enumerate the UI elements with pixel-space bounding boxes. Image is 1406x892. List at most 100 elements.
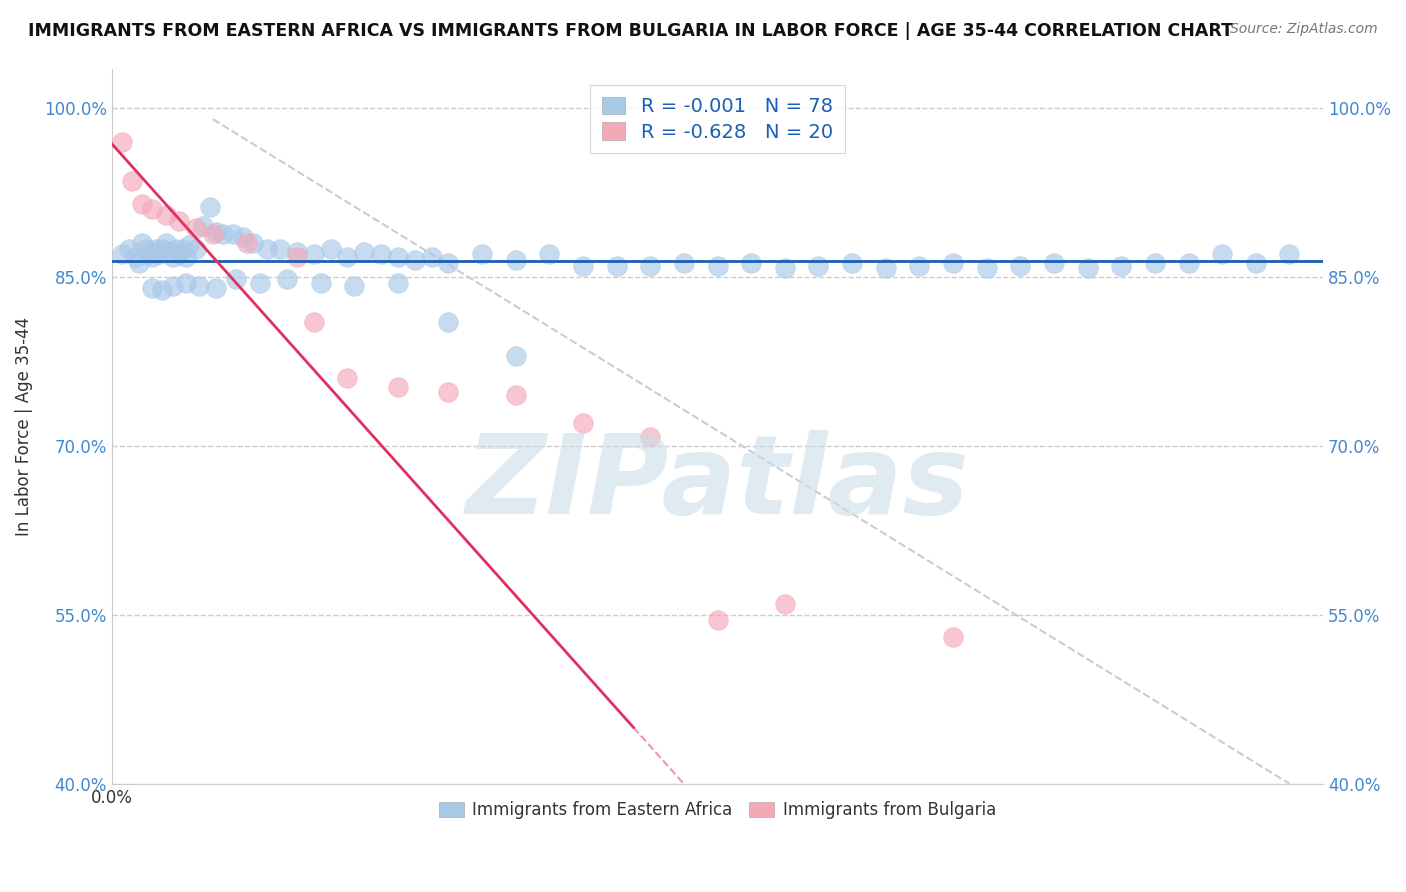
Point <box>353 245 375 260</box>
Point <box>437 315 460 329</box>
Point <box>212 227 235 241</box>
Text: Source: ZipAtlas.com: Source: ZipAtlas.com <box>1230 22 1378 37</box>
Point <box>505 388 527 402</box>
Text: IMMIGRANTS FROM EASTERN AFRICA VS IMMIGRANTS FROM BULGARIA IN LABOR FORCE | AGE : IMMIGRANTS FROM EASTERN AFRICA VS IMMIGR… <box>28 22 1233 40</box>
Point <box>205 281 228 295</box>
Point <box>1010 259 1032 273</box>
Point <box>276 272 298 286</box>
Point <box>155 208 177 222</box>
Point <box>1211 247 1233 261</box>
Point <box>572 259 595 273</box>
Point <box>773 260 796 275</box>
Point <box>269 242 291 256</box>
Point <box>162 279 184 293</box>
Point <box>242 236 264 251</box>
Point <box>141 250 163 264</box>
Point <box>387 250 409 264</box>
Point <box>131 196 153 211</box>
Point <box>141 202 163 217</box>
Point <box>205 225 228 239</box>
Point <box>141 281 163 295</box>
Point <box>505 252 527 267</box>
Point <box>942 256 965 270</box>
Point <box>1244 256 1267 270</box>
Point <box>124 250 146 264</box>
Point <box>172 242 194 256</box>
Point <box>184 221 207 235</box>
Point <box>319 242 342 256</box>
Point <box>128 256 150 270</box>
Point <box>1278 247 1301 261</box>
Point <box>437 384 460 399</box>
Point <box>807 259 830 273</box>
Point <box>740 256 762 270</box>
Point <box>174 250 197 264</box>
Point <box>232 230 254 244</box>
Point <box>249 276 271 290</box>
Point <box>222 227 245 241</box>
Point <box>1077 260 1099 275</box>
Point <box>437 256 460 270</box>
Point <box>387 276 409 290</box>
Point <box>420 250 443 264</box>
Y-axis label: In Labor Force | Age 35-44: In Labor Force | Age 35-44 <box>15 317 32 536</box>
Point <box>606 259 628 273</box>
Point <box>302 247 325 261</box>
Point <box>302 315 325 329</box>
Point <box>773 597 796 611</box>
Point <box>538 247 561 261</box>
Point <box>309 276 332 290</box>
Point <box>285 245 308 260</box>
Point <box>638 430 661 444</box>
Point <box>706 614 728 628</box>
Point <box>198 200 221 214</box>
Point <box>505 349 527 363</box>
Point <box>167 247 190 261</box>
Point <box>191 219 214 234</box>
Point <box>184 242 207 256</box>
Point <box>285 250 308 264</box>
Point <box>387 380 409 394</box>
Point <box>118 242 141 256</box>
Point <box>343 279 366 293</box>
Point <box>111 247 134 261</box>
Point <box>1177 256 1199 270</box>
Point <box>672 256 695 270</box>
Point <box>165 242 187 256</box>
Point <box>942 630 965 644</box>
Point <box>404 252 426 267</box>
Point <box>336 371 359 385</box>
Point <box>167 213 190 227</box>
Point <box>256 242 278 256</box>
Point <box>152 242 174 256</box>
Point <box>1043 256 1066 270</box>
Text: ZIPatlas: ZIPatlas <box>465 430 969 537</box>
Point <box>148 247 170 261</box>
Point <box>162 250 184 264</box>
Point <box>174 276 197 290</box>
Point <box>235 236 257 251</box>
Point <box>157 244 180 258</box>
Point <box>225 272 247 286</box>
Point <box>706 259 728 273</box>
Point <box>1109 259 1132 273</box>
Point <box>135 242 157 256</box>
Legend: Immigrants from Eastern Africa, Immigrants from Bulgaria: Immigrants from Eastern Africa, Immigran… <box>433 794 1002 825</box>
Point <box>121 174 143 188</box>
Point <box>179 238 201 252</box>
Point <box>145 242 167 256</box>
Point <box>370 247 392 261</box>
Point <box>471 247 494 261</box>
Point <box>131 236 153 251</box>
Point <box>152 284 174 298</box>
Point <box>111 135 134 149</box>
Point <box>188 279 211 293</box>
Point <box>336 250 359 264</box>
Point <box>976 260 998 275</box>
Point <box>1143 256 1166 270</box>
Point <box>875 260 897 275</box>
Point <box>638 259 661 273</box>
Point <box>572 417 595 431</box>
Point <box>155 236 177 251</box>
Point <box>138 247 160 261</box>
